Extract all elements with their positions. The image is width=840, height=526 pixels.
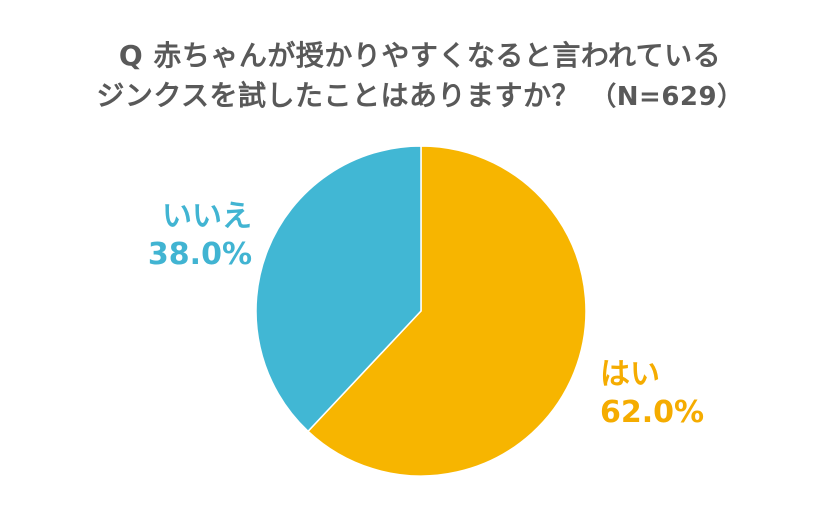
slice-label-no-value: 38.0% xyxy=(147,237,252,272)
pie-slice-yes xyxy=(306,145,587,477)
pie-slice-no xyxy=(255,145,422,433)
slice-label-yes: はい 62.0% xyxy=(600,356,705,432)
chart-title-text-1: Q 赤ちゃんが授かりやすくなると言われている xyxy=(118,39,722,72)
chart-title-line-2: ジンクスを試したことはありますか？ （N=629） xyxy=(0,74,840,114)
sample-size-text: （N=629） xyxy=(590,82,744,112)
slice-label-no: いいえ 38.0% xyxy=(140,198,252,274)
chart-title-text-2: ジンクスを試したことはありますか？ xyxy=(96,79,581,112)
slice-label-yes-name: はい xyxy=(600,357,660,392)
slice-label-yes-value: 62.0% xyxy=(600,395,705,430)
chart-title-line-1: Q 赤ちゃんが授かりやすくなると言われている xyxy=(0,34,840,74)
slice-label-no-name: いいえ xyxy=(162,199,252,234)
